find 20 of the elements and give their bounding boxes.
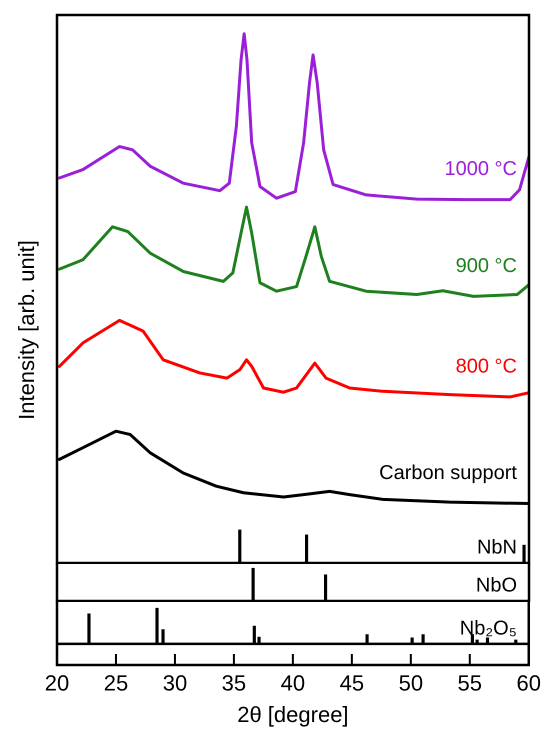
series-label: 1000 °C — [444, 158, 517, 180]
bar — [155, 608, 159, 644]
text: NbO — [476, 574, 517, 597]
x-tick-label: 35 — [222, 670, 246, 696]
x-tick-label: 25 — [104, 670, 128, 696]
series-label: NbN — [476, 536, 517, 559]
y-axis-title: Intensity [arb. unit] — [14, 240, 40, 420]
series-label: Nb₂O₅ — [460, 617, 517, 640]
series-label: 800 °C — [456, 355, 517, 378]
x-tick-label: 40 — [280, 670, 306, 696]
series-label: Carbon support — [379, 462, 518, 484]
x-tick-label: 20 — [44, 670, 70, 696]
x-tick-label: 60 — [516, 670, 542, 696]
x-tick-label: 30 — [162, 670, 188, 696]
x-tick-label: 45 — [340, 670, 364, 696]
series-label: 900 °C — [456, 254, 517, 277]
x-tick-label: 55 — [458, 670, 482, 696]
x-axis-title: 2θ [degree] — [237, 702, 349, 727]
bar — [87, 614, 91, 644]
x-tick-label: 50 — [398, 670, 424, 696]
